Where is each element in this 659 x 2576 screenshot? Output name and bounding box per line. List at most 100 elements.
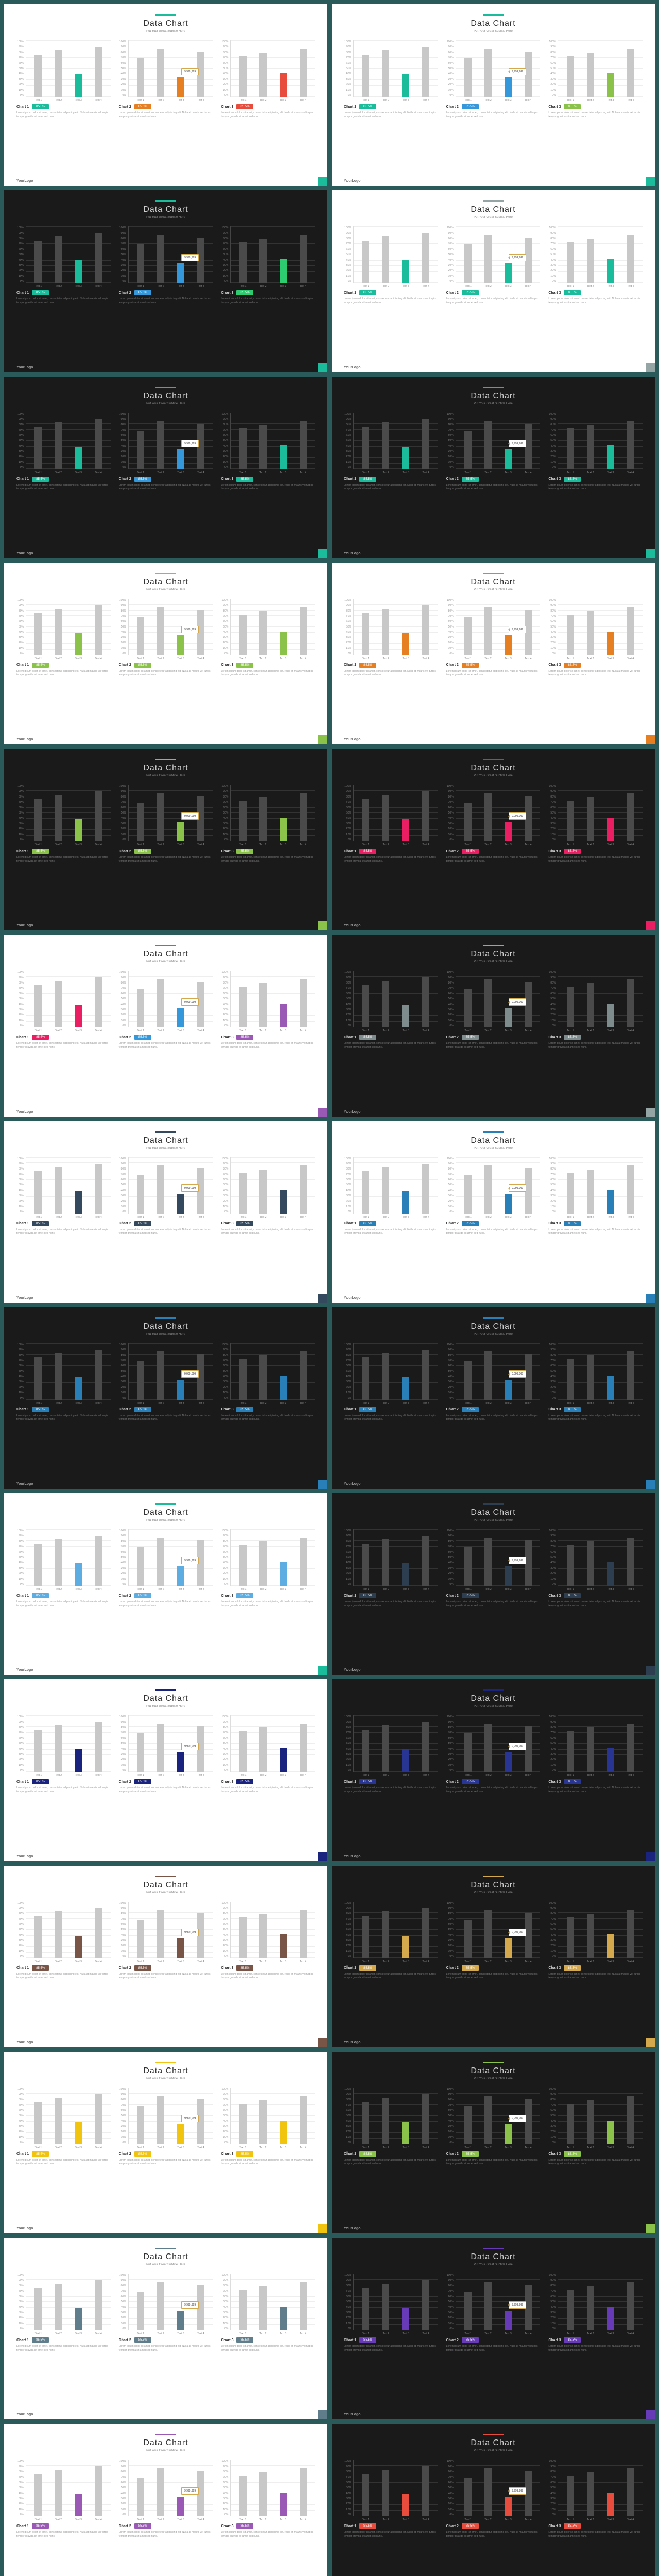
charts-row: 100%90%80%70%60%50%40%30%20%10%0%Text 1T… <box>16 40 315 178</box>
accent-bar <box>155 1131 176 1133</box>
bar-label: Text 2 <box>484 1588 491 1591</box>
y-tick: 80% <box>119 51 126 54</box>
chart-badge: 85.5% <box>359 477 376 482</box>
bar-4: Text 4 <box>300 1724 307 1772</box>
y-tick: 40% <box>16 1934 24 1937</box>
bar-1: Text 1 <box>464 803 472 841</box>
chart-title-row: Chart 285.5% <box>119 1779 213 1784</box>
y-tick: 10% <box>344 647 351 650</box>
bar-label: Text 1 <box>137 657 144 660</box>
y-tick: 10% <box>16 1391 24 1394</box>
y-tick: 10% <box>221 1578 228 1581</box>
y-axis: 100%90%80%70%60%50%40%30%20%10%0% <box>548 1157 558 1214</box>
y-tick: 40% <box>344 1003 351 1006</box>
chart-name: Chart 3 <box>221 1222 233 1225</box>
bar-label: Text 4 <box>95 471 102 474</box>
y-tick: 70% <box>221 1731 228 1734</box>
bars-wrap: Text 1Text 29,999,999Text 3Text 4 <box>456 971 541 1027</box>
y-tick: 10% <box>446 275 454 278</box>
y-tick: 70% <box>446 242 454 245</box>
chart-area: 100%90%80%70%60%50%40%30%20%10%0%Text 1T… <box>344 226 438 283</box>
chart-name: Chart 1 <box>344 1408 356 1411</box>
y-tick: 0% <box>446 838 454 841</box>
chart-block-3: 100%90%80%70%60%50%40%30%20%10%0%Text 1T… <box>548 1715 643 1853</box>
y-tick: 60% <box>221 248 228 251</box>
chart-block-1: 100%90%80%70%60%50%40%30%20%10%0%Text 1T… <box>16 2088 111 2225</box>
y-axis: 100%90%80%70%60%50%40%30%20%10%0% <box>221 2460 230 2516</box>
y-tick: 40% <box>221 1375 228 1378</box>
y-tick: 90% <box>446 418 454 421</box>
y-tick: 30% <box>119 2125 126 2128</box>
bar-1: Text 1 <box>239 801 247 841</box>
y-tick: 80% <box>221 795 228 799</box>
y-tick: 80% <box>446 981 454 985</box>
chart-desc: Lorem ipsum dolor sit amet, consectetur … <box>221 856 315 863</box>
y-axis: 100%90%80%70%60%50%40%30%20%10%0% <box>119 2088 128 2144</box>
bar-label: Text 4 <box>95 99 102 102</box>
y-tick: 70% <box>221 429 228 432</box>
y-tick: 90% <box>16 1348 24 1351</box>
slide-subtitle: Put Your Great Subtitle Here <box>344 2449 643 2452</box>
value-callout: 9,999,999 <box>181 1184 199 1192</box>
charts-row: 100%90%80%70%60%50%40%30%20%10%0%Text 1T… <box>344 971 643 1108</box>
y-tick: 20% <box>221 641 228 645</box>
bar-3: Text 3 <box>607 818 614 841</box>
y-tick: 60% <box>344 1923 351 1926</box>
slide-title: Data Chart <box>16 392 315 401</box>
chart-block-1: 100%90%80%70%60%50%40%30%20%10%0%Text 1T… <box>344 2460 438 2576</box>
y-tick: 20% <box>446 83 454 86</box>
y-tick: 0% <box>446 1397 454 1400</box>
chart-title-row: Chart 385.5% <box>548 290 643 295</box>
bar-label: Text 3 <box>75 285 82 288</box>
bar-label: Text 1 <box>567 1402 574 1405</box>
chart-block-1: 100%90%80%70%60%50%40%30%20%10%0%Text 1T… <box>16 785 111 922</box>
y-axis: 100%90%80%70%60%50%40%30%20%10%0% <box>446 226 456 283</box>
chart-badge: 85.5% <box>462 2523 479 2529</box>
y-tick: 10% <box>221 275 228 278</box>
y-tick: 70% <box>548 1918 556 1921</box>
y-tick: 0% <box>344 466 351 469</box>
value-callout: 9,999,999 <box>509 1743 526 1750</box>
bars-wrap: Text 1Text 29,999,999Text 3Text 4 <box>456 599 541 655</box>
bar-label: Text 3 <box>75 99 82 102</box>
y-tick: 70% <box>344 1918 351 1921</box>
bars-wrap: Text 1Text 29,999,999Text 3Text 4 <box>456 2274 541 2330</box>
chart-badge: 85.5% <box>564 1779 581 1784</box>
charts-row: 100%90%80%70%60%50%40%30%20%10%0%Text 1T… <box>16 226 315 364</box>
bar-3: 9,999,999Text 3 <box>177 1008 184 1028</box>
chart-title-row: Chart 185.5% <box>344 1779 438 1784</box>
chart-block-2: 100%90%80%70%60%50%40%30%20%10%0%Text 1T… <box>119 599 213 736</box>
y-tick: 0% <box>446 1024 454 1027</box>
chart-title-row: Chart 385.5% <box>548 1593 643 1598</box>
y-axis: 100%90%80%70%60%50%40%30%20%10%0% <box>119 1902 128 1958</box>
chart-area: 100%90%80%70%60%50%40%30%20%10%0%Text 1T… <box>446 1902 541 1958</box>
y-tick: 80% <box>119 1354 126 1357</box>
chart-badge: 85.5% <box>236 1035 253 1040</box>
y-tick: 80% <box>16 1726 24 1729</box>
chart-name: Chart 3 <box>221 2152 233 2156</box>
y-tick: 100% <box>446 1715 454 1718</box>
bar-label: Text 1 <box>464 1216 471 1219</box>
y-tick: 60% <box>446 1923 454 1926</box>
y-tick: 0% <box>446 2513 454 2516</box>
bar-1: Text 1 <box>239 242 247 283</box>
corner-accent <box>318 2410 327 2419</box>
y-tick: 10% <box>16 275 24 278</box>
bar-label: Text 4 <box>197 657 204 660</box>
y-tick: 0% <box>548 1024 556 1027</box>
y-tick: 60% <box>16 1737 24 1740</box>
y-tick: 20% <box>119 641 126 645</box>
chart-area: 100%90%80%70%60%50%40%30%20%10%0%Text 1T… <box>221 1902 315 1958</box>
bar-label: Text 1 <box>567 1216 574 1219</box>
bar-label: Text 4 <box>95 285 102 288</box>
bar-3: 9,999,999Text 3 <box>505 1008 512 1028</box>
bar-4: Text 4 <box>300 1351 307 1400</box>
bar-1: Text 1 <box>464 1175 472 1214</box>
chart-area: 100%90%80%70%60%50%40%30%20%10%0%Text 1T… <box>221 2274 315 2330</box>
y-tick: 20% <box>548 2316 556 2319</box>
charts-row: 100%90%80%70%60%50%40%30%20%10%0%Text 1T… <box>344 785 643 922</box>
logo-text: YourLogo <box>344 1110 361 1114</box>
bar-3: Text 3 <box>402 1563 409 1586</box>
y-tick: 20% <box>446 2502 454 2505</box>
charts-row: 100%90%80%70%60%50%40%30%20%10%0%Text 1T… <box>344 1343 643 1481</box>
